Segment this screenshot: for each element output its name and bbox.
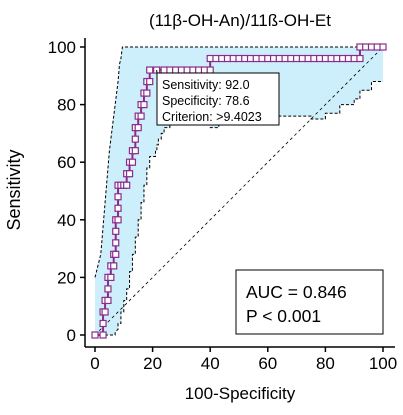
y-tick-label: 0	[67, 326, 76, 345]
roc-point	[374, 44, 380, 50]
roc-point	[259, 56, 265, 62]
roc-point	[380, 44, 386, 50]
roc-point	[92, 332, 98, 338]
roc-point	[178, 67, 184, 73]
x-tick-label: 80	[316, 354, 335, 373]
roc-point	[224, 56, 230, 62]
roc-point	[100, 320, 106, 326]
roc-point	[135, 125, 141, 131]
roc-point	[184, 67, 190, 73]
roc-point	[299, 56, 305, 62]
roc-point	[111, 263, 117, 269]
roc-point	[100, 332, 106, 338]
roc-point	[105, 297, 111, 303]
roc-point	[124, 182, 130, 188]
roc-point	[105, 286, 111, 292]
roc-point	[115, 194, 121, 200]
roc-point	[129, 159, 135, 165]
y-tick-label: 20	[57, 268, 76, 287]
roc-point	[190, 67, 196, 73]
roc-point	[328, 56, 334, 62]
roc-point	[242, 56, 248, 62]
criterion-tooltip: Sensitivity: 92.0 Specificity: 78.6 Crit…	[157, 73, 279, 125]
roc-point	[236, 56, 242, 62]
x-axis-label: 100-Specificity	[185, 384, 296, 403]
roc-point	[167, 67, 173, 73]
roc-point	[368, 44, 374, 50]
criterion-specificity-text: Specificity: 78.6	[162, 94, 250, 108]
chart-title: (11β-OH-An)/11ß-OH-Et	[149, 11, 331, 30]
roc-point	[213, 56, 219, 62]
roc-point	[113, 240, 119, 246]
roc-point	[147, 79, 153, 85]
roc-point	[127, 171, 133, 177]
roc-point	[357, 44, 363, 50]
x-tick-label: 100	[369, 354, 397, 373]
roc-point	[317, 56, 323, 62]
y-axis-label: Sensitivity	[4, 149, 24, 230]
y-tick-label: 100	[48, 38, 76, 57]
roc-point	[207, 67, 213, 73]
roc-point	[173, 67, 179, 73]
roc-point	[294, 56, 300, 62]
p-value-text: P < 0.001	[246, 306, 321, 326]
roc-point	[363, 44, 369, 50]
roc-point	[113, 228, 119, 234]
roc-point	[288, 56, 294, 62]
roc-point	[311, 56, 317, 62]
roc-point	[201, 67, 207, 73]
x-tick-label: 40	[201, 354, 220, 373]
roc-point	[334, 56, 340, 62]
roc-point	[132, 136, 138, 142]
roc-point	[144, 90, 150, 96]
criterion-value-text: Criterion: >9.4023	[162, 110, 262, 124]
roc-point	[357, 56, 363, 62]
roc-point	[108, 274, 114, 280]
roc-point	[196, 67, 202, 73]
auc-value-text: AUC = 0.846	[246, 282, 347, 302]
roc-point	[132, 148, 138, 154]
criterion-sensitivity-text: Sensitivity: 92.0	[162, 78, 250, 92]
roc-point	[113, 251, 119, 257]
roc-point	[115, 217, 121, 223]
roc-point	[115, 205, 121, 211]
roc-point	[207, 56, 213, 62]
roc-point	[147, 67, 153, 73]
roc-point	[138, 113, 144, 119]
x-tick-label: 60	[258, 354, 277, 373]
roc-point	[271, 56, 277, 62]
x-tick-label: 20	[143, 354, 162, 373]
roc-point	[102, 309, 108, 315]
roc-point	[141, 102, 147, 108]
y-tick-label: 80	[57, 96, 76, 115]
roc-point	[219, 56, 225, 62]
roc-point	[282, 56, 288, 62]
roc-point	[305, 56, 311, 62]
x-tick-label: 0	[90, 354, 99, 373]
roc-point	[351, 56, 357, 62]
auc-box: AUC = 0.846 P < 0.001	[236, 270, 383, 334]
roc-point	[253, 56, 259, 62]
roc-point	[345, 56, 351, 62]
y-tick-label: 40	[57, 211, 76, 230]
roc-point	[322, 56, 328, 62]
roc-point	[276, 56, 282, 62]
roc-point	[340, 56, 346, 62]
y-tick-label: 60	[57, 153, 76, 172]
roc-point	[265, 56, 271, 62]
roc-point	[230, 56, 236, 62]
roc-point	[161, 67, 167, 73]
roc-point	[248, 56, 254, 62]
